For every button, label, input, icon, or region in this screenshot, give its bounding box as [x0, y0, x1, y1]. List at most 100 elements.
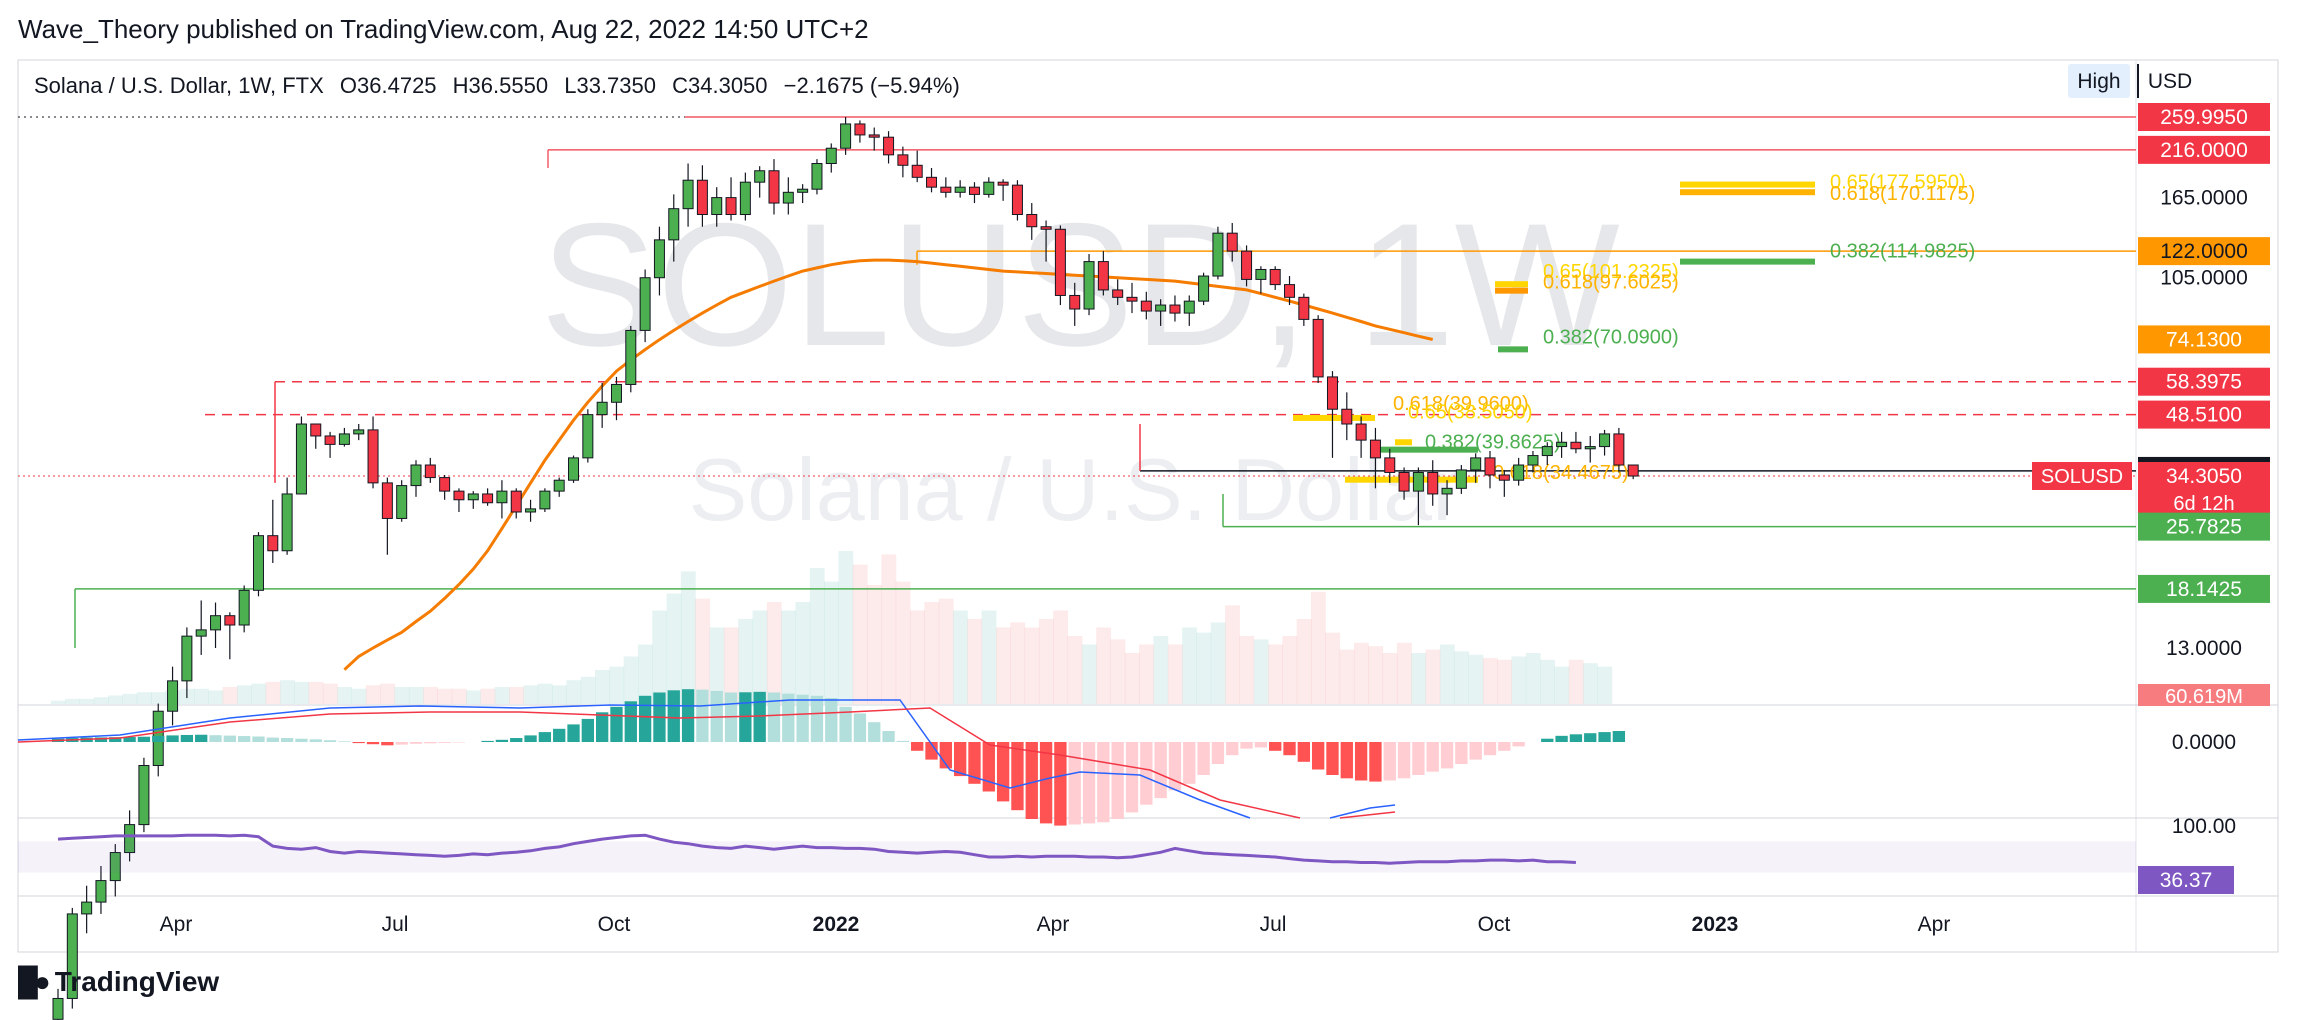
candle[interactable]: [1369, 427, 1381, 489]
candle[interactable]: [1584, 435, 1596, 463]
candle[interactable]: [1627, 464, 1639, 480]
candle[interactable]: [1126, 282, 1138, 314]
candle[interactable]: [668, 194, 680, 262]
candle[interactable]: [682, 163, 694, 227]
candle[interactable]: [381, 477, 393, 555]
candle[interactable]: [195, 600, 207, 655]
candle[interactable]: [625, 325, 637, 393]
candle[interactable]: [1398, 467, 1410, 500]
candle[interactable]: [754, 166, 766, 198]
candle[interactable]: [1054, 225, 1066, 306]
candle[interactable]: [1140, 291, 1152, 320]
candle[interactable]: [181, 627, 193, 699]
candle[interactable]: [1541, 442, 1553, 466]
candle[interactable]: [653, 226, 665, 296]
candle[interactable]: [1570, 431, 1582, 454]
candle[interactable]: [983, 177, 995, 198]
candle[interactable]: [1011, 180, 1023, 221]
candle[interactable]: [1412, 467, 1424, 526]
high-button[interactable]: High: [2077, 70, 2120, 93]
candle[interactable]: [926, 167, 938, 193]
candle[interactable]: [1384, 448, 1396, 483]
candle[interactable]: [1513, 457, 1525, 486]
high-button-bg[interactable]: [2068, 64, 2130, 98]
candle[interactable]: [940, 177, 952, 198]
candle[interactable]: [396, 480, 408, 522]
candle[interactable]: [510, 488, 522, 519]
candle[interactable]: [310, 423, 322, 449]
candle[interactable]: [797, 184, 809, 204]
candle[interactable]: [954, 180, 966, 198]
candle[interactable]: [1312, 315, 1324, 383]
candle[interactable]: [1183, 295, 1195, 326]
candle[interactable]: [367, 416, 379, 489]
candle[interactable]: [267, 499, 279, 563]
candle[interactable]: [768, 159, 780, 215]
candle[interactable]: [1498, 469, 1510, 497]
candle[interactable]: [568, 455, 580, 483]
candle[interactable]: [224, 612, 236, 660]
candle[interactable]: [1484, 451, 1496, 489]
candle[interactable]: [997, 179, 1009, 201]
candle[interactable]: [1255, 266, 1267, 294]
candle[interactable]: [1427, 460, 1439, 506]
candle[interactable]: [739, 172, 751, 221]
candle[interactable]: [883, 131, 895, 164]
candle[interactable]: [639, 269, 651, 343]
candle[interactable]: [1097, 251, 1109, 296]
candle[interactable]: [1198, 272, 1210, 306]
tradingview-logo[interactable]: █● TradingView: [18, 966, 219, 998]
candle[interactable]: [1069, 282, 1081, 326]
candle[interactable]: [1026, 203, 1038, 240]
candle[interactable]: [1455, 465, 1467, 494]
candle[interactable]: [782, 177, 794, 215]
candle[interactable]: [1298, 293, 1310, 326]
candle[interactable]: [711, 187, 723, 227]
candle[interactable]: [167, 666, 179, 726]
candle[interactable]: [968, 182, 980, 204]
candle[interactable]: [424, 457, 436, 483]
candle[interactable]: [553, 477, 565, 497]
candle[interactable]: [66, 907, 78, 1009]
candle[interactable]: [525, 499, 537, 522]
candle[interactable]: [811, 159, 823, 195]
candle[interactable]: [868, 127, 880, 151]
candle[interactable]: [467, 491, 479, 509]
candle[interactable]: [52, 988, 64, 1020]
candle[interactable]: [897, 146, 909, 178]
candle[interactable]: [854, 120, 866, 143]
candle[interactable]: [1470, 453, 1482, 483]
candle[interactable]: [610, 376, 622, 421]
candle[interactable]: [1226, 222, 1238, 262]
candle[interactable]: [338, 427, 350, 447]
candlesticks[interactable]: [52, 116, 1639, 1020]
currency-label[interactable]: USD: [2148, 70, 2192, 93]
candle[interactable]: [138, 757, 150, 833]
candle[interactable]: [1040, 220, 1052, 262]
candle[interactable]: [281, 477, 293, 555]
candle[interactable]: [825, 143, 837, 173]
candle[interactable]: [95, 866, 107, 914]
candle[interactable]: [1613, 427, 1625, 473]
candle[interactable]: [210, 602, 222, 648]
candle[interactable]: [252, 532, 264, 597]
candle[interactable]: [1112, 279, 1124, 306]
candle[interactable]: [109, 844, 121, 897]
candle[interactable]: [1169, 295, 1181, 322]
candle[interactable]: [496, 480, 508, 519]
candle[interactable]: [1284, 276, 1296, 306]
candle[interactable]: [482, 488, 494, 506]
candle[interactable]: [1326, 371, 1338, 458]
candle[interactable]: [1556, 431, 1568, 458]
price-axis[interactable]: 259.9950 216.0000 165.0000 122.0000 105.0000…: [2032, 103, 2270, 894]
candle[interactable]: [238, 585, 250, 633]
candle[interactable]: [1527, 451, 1539, 473]
candle[interactable]: [1441, 480, 1453, 516]
candle[interactable]: [81, 885, 93, 934]
candle[interactable]: [439, 474, 451, 500]
candle[interactable]: [1269, 266, 1281, 290]
candle[interactable]: [1599, 429, 1611, 456]
candle[interactable]: [596, 382, 608, 428]
candle[interactable]: [410, 460, 422, 497]
